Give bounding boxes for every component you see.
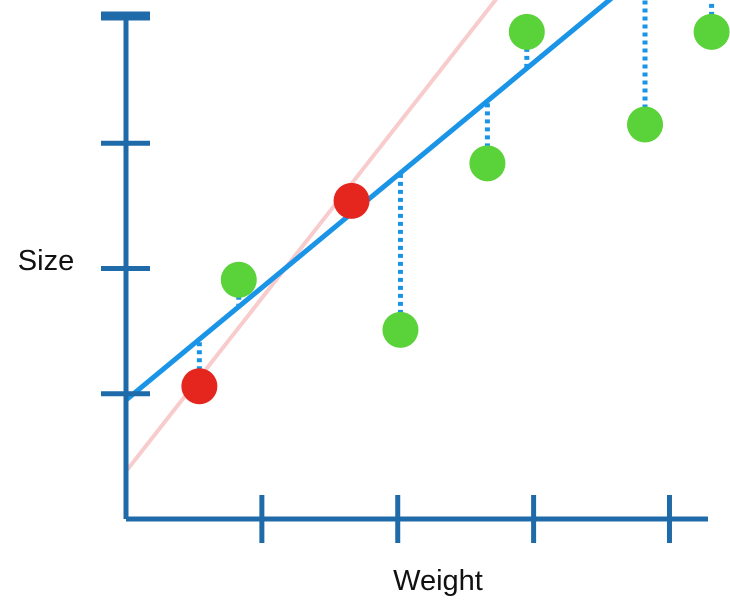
x-axis-title: Weight [393,565,483,597]
data-point-green-6 [693,13,730,50]
data-point-green-1 [220,261,257,298]
residuals [196,0,715,387]
data-point-green-2 [382,311,419,348]
data-point-red-2 [333,182,370,219]
reference-line [124,0,499,473]
data-point-green-4 [508,13,545,50]
fit-line [124,0,614,402]
data-points [181,13,730,405]
axes [101,11,708,543]
data-point-green-5 [627,106,664,143]
data-point-green-3 [469,145,506,182]
data-point-red-1 [181,368,218,405]
y-axis-title: Size [18,245,74,277]
